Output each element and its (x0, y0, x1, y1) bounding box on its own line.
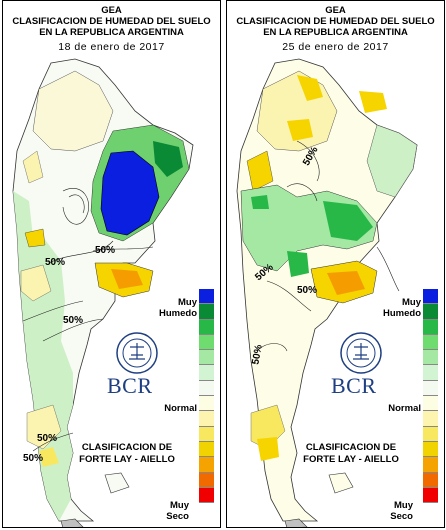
map-panel-right: GEA CLASIFICACION DE HUMEDAD DEL SUELO E… (226, 0, 445, 528)
legend-swatch (199, 289, 214, 305)
legend-swatch (199, 365, 214, 381)
legend-swatch (199, 411, 214, 427)
legend-swatch (423, 396, 438, 412)
contour-label: 50% (250, 344, 264, 366)
legend-top-label: Muy Humedo (383, 297, 421, 319)
legend-swatch (199, 334, 214, 351)
title-line-3: EN LA REPUBLICA ARGENTINA (263, 27, 408, 38)
contour-label: 50% (37, 433, 57, 444)
legend-swatch (199, 457, 214, 473)
legend-bottom-label: Muy Seco (390, 500, 413, 522)
legend-swatch (423, 289, 438, 305)
contour-label: 50% (23, 453, 43, 464)
legend-swatch (423, 426, 438, 442)
legend-swatch (199, 350, 214, 366)
legend-swatch (423, 472, 438, 488)
legend-swatch (423, 334, 438, 351)
legend-swatch (423, 365, 438, 381)
argentina-moisture-map: 50% 50% 50% 50% (236, 58, 418, 527)
classification-caption: CLASIFICACION DE FORTE LAY - AIELLO (79, 442, 175, 465)
title-line-2: CLASIFICACION DE HUMEDAD DEL SUELO (236, 16, 435, 27)
bolsa-seal-icon (340, 332, 382, 374)
classification-caption: CLASIFICACION DE FORTE LAY - AIELLO (303, 442, 399, 465)
legend-swatch (423, 411, 438, 427)
bcr-logo: BCR (107, 373, 153, 398)
title-line-1: GEA (325, 5, 346, 16)
argentina-moisture-map: 50% 50% 50% 50% 50% (12, 58, 194, 527)
legend-swatch (423, 487, 438, 504)
legend-swatch (199, 319, 214, 335)
color-legend-left (199, 289, 214, 504)
legend-swatch (199, 380, 214, 397)
legend-swatch (199, 426, 214, 442)
legend-swatch (423, 441, 438, 458)
legend-middle-label: Normal (164, 403, 197, 414)
contour-label: 50% (95, 245, 115, 256)
contour-label: 50% (63, 315, 83, 326)
map-date: 25 de enero de 2017 (282, 41, 389, 53)
bolsa-seal-icon (116, 332, 158, 374)
title-line-1: GEA (101, 5, 122, 16)
map-panel-left: GEA CLASIFICACION DE HUMEDAD DEL SUELO E… (2, 0, 221, 528)
legend-swatch (199, 487, 214, 504)
title-line-2: CLASIFICACION DE HUMEDAD DEL SUELO (12, 16, 211, 27)
legend-bottom-label: Muy Seco (166, 500, 189, 522)
title-line-3: EN LA REPUBLICA ARGENTINA (39, 27, 184, 38)
contour-label: 50% (45, 257, 65, 268)
legend-swatch (199, 396, 214, 412)
color-legend-right (423, 289, 438, 504)
bcr-logo: BCR (331, 373, 377, 398)
legend-swatch (423, 350, 438, 366)
legend-swatch (423, 319, 438, 335)
legend-swatch (199, 472, 214, 488)
legend-swatch (423, 380, 438, 397)
contour-label: 50% (297, 285, 317, 296)
legend-swatch (423, 457, 438, 473)
legend-middle-label: Normal (388, 403, 421, 414)
map-date: 18 de enero de 2017 (58, 41, 165, 53)
legend-swatch (199, 441, 214, 458)
legend-swatch (199, 304, 214, 320)
legend-top-label: Muy Humedo (159, 297, 197, 319)
legend-swatch (423, 304, 438, 320)
